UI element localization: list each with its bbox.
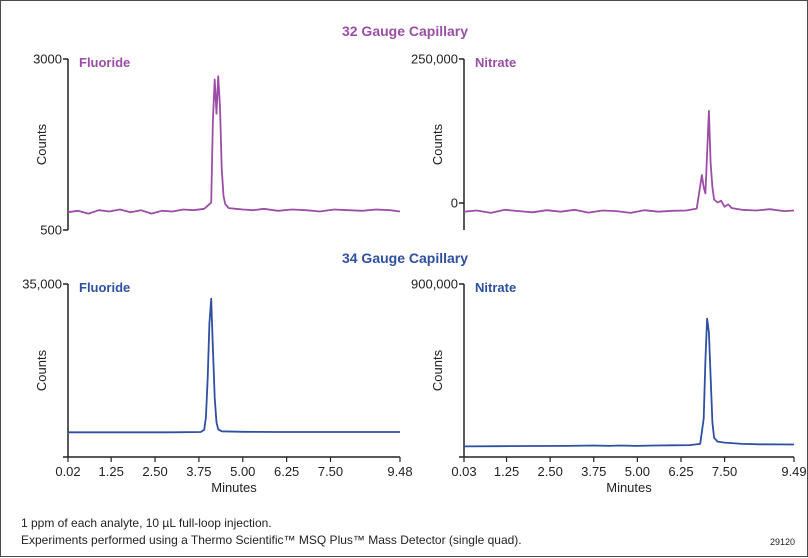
y-axis-label-nitrate-34g: Counts <box>430 349 445 391</box>
x-axis-label-nitrate-34g: Minutes <box>606 480 652 495</box>
y-tick-label-nitrate-34g-0: 900,000 <box>411 277 458 292</box>
section-title-1: 32 Gauge Capillary <box>342 23 468 39</box>
y-tick-label-fluoride-32g-0: 3000 <box>33 52 62 67</box>
x-tick-label-nitrate-34g-5: 6.25 <box>668 464 693 479</box>
trace-nitrate-34g <box>463 317 795 448</box>
section-title-2: 34 Gauge Capillary <box>342 250 468 266</box>
x-tick-label-nitrate-34g-7: 9.49 <box>781 464 806 479</box>
analyte-label-nitrate-32g: Nitrate <box>475 55 516 70</box>
trace-fluoride-34g <box>68 297 400 434</box>
x-tick-label-fluoride-34g-0: 0.02 <box>55 464 80 479</box>
x-tick-label-fluoride-34g-3: 3.75 <box>186 464 211 479</box>
x-tick-label-fluoride-34g-7: 9.48 <box>387 464 412 479</box>
trace-nitrate-32g <box>463 110 795 214</box>
x-tick-label-nitrate-34g-2: 2.50 <box>538 464 563 479</box>
x-tick-label-fluoride-34g-5: 6.25 <box>274 464 299 479</box>
analyte-label-nitrate-34g: Nitrate <box>475 280 516 295</box>
y-tick-label-fluoride-32g-1: 500 <box>40 223 62 238</box>
x-tick-label-nitrate-34g-4: 5.00 <box>625 464 650 479</box>
y-axis-label-nitrate-32g: Counts <box>430 123 445 165</box>
footnote-detector: Experiments performed using a Thermo Sci… <box>21 533 522 547</box>
x-tick-label-fluoride-34g-2: 2.50 <box>142 464 167 479</box>
x-tick-label-fluoride-34g-1: 1.25 <box>99 464 124 479</box>
analyte-label-fluoride-34g: Fluoride <box>79 280 130 295</box>
x-tick-label-nitrate-34g-0: 0.03 <box>451 464 476 479</box>
trace-fluoride-32g <box>67 75 401 215</box>
x-axis-label-fluoride-34g: Minutes <box>211 480 257 495</box>
figure-code: 29120 <box>769 537 795 547</box>
y-tick-label-nitrate-32g-0: 250,000 <box>411 52 458 67</box>
analyte-label-fluoride-32g: Fluoride <box>79 55 130 70</box>
footnote-injection: 1 ppm of each analyte, 10 µL full-loop i… <box>21 516 272 530</box>
y-axis-label-fluoride-34g: Counts <box>34 349 49 391</box>
y-tick-label-nitrate-32g-1: 0 <box>451 196 458 211</box>
y-tick-label-fluoride-34g-0: 35,000 <box>22 277 62 292</box>
x-tick-label-nitrate-34g-1: 1.25 <box>494 464 519 479</box>
y-axis-label-fluoride-32g: Counts <box>34 123 49 165</box>
x-tick-label-fluoride-34g-6: 7.50 <box>318 464 343 479</box>
x-tick-label-fluoride-34g-4: 5.00 <box>230 464 255 479</box>
x-tick-label-nitrate-34g-6: 7.50 <box>712 464 737 479</box>
x-tick-label-nitrate-34g-3: 3.75 <box>581 464 606 479</box>
